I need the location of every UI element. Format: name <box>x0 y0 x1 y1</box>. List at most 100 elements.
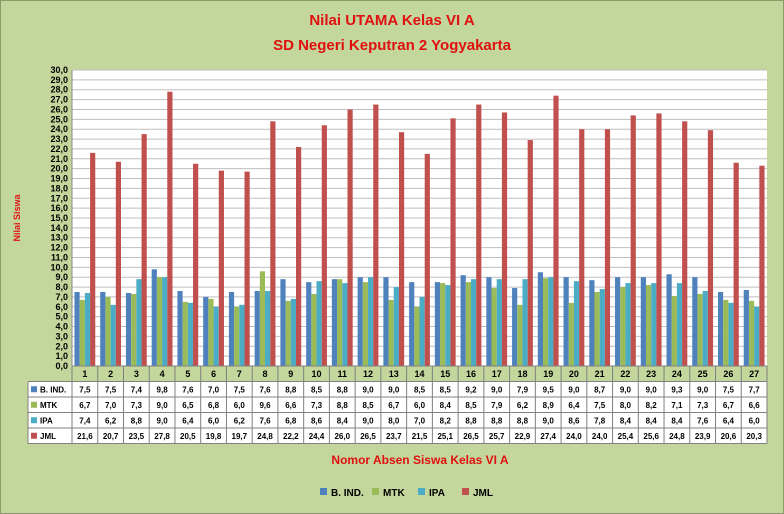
data-label: 9,2 <box>465 385 477 394</box>
bar <box>717 292 724 366</box>
y-tick-label: 29,0 <box>50 75 68 85</box>
y-tick-label: 25,0 <box>50 114 68 124</box>
data-label: 20,6 <box>721 432 737 441</box>
bar <box>748 300 755 366</box>
category-label: 24 <box>672 369 682 379</box>
data-label: 7,0 <box>105 401 117 410</box>
data-label: 7,6 <box>697 416 709 425</box>
data-label: 7,5 <box>594 401 606 410</box>
legend-label: JML <box>473 488 493 499</box>
bar <box>151 269 157 366</box>
data-label: 8,8 <box>337 385 349 394</box>
data-label: 8,8 <box>465 416 477 425</box>
data-label: 8,0 <box>620 401 632 410</box>
legend-swatch <box>372 488 379 495</box>
bar <box>702 291 708 366</box>
bar <box>486 277 492 366</box>
category-label: 22 <box>620 369 630 379</box>
data-label: 7,8 <box>594 416 606 425</box>
data-label: 6,0 <box>749 416 761 425</box>
series-name: B. IND. <box>40 385 66 394</box>
bar <box>615 277 621 366</box>
legend-key <box>31 401 37 408</box>
y-tick-label: 9,0 <box>55 272 68 282</box>
data-label: 24,4 <box>309 432 325 441</box>
bar <box>316 281 322 366</box>
bar <box>337 279 343 366</box>
bar <box>470 279 477 366</box>
data-label: 6,8 <box>285 416 297 425</box>
y-tick-label: 24,0 <box>50 124 68 134</box>
data-label: 7,9 <box>517 385 529 394</box>
bar <box>754 306 760 366</box>
data-label: 9,0 <box>568 385 580 394</box>
data-label: 6,2 <box>105 416 117 425</box>
data-label: 6,7 <box>79 401 91 410</box>
bar <box>187 302 194 366</box>
category-label: 23 <box>646 369 656 379</box>
data-label: 8,5 <box>414 385 426 394</box>
category-label: 27 <box>749 369 759 379</box>
category-label: 6 <box>211 369 216 379</box>
data-label: 25,7 <box>489 432 505 441</box>
data-label: 24,0 <box>592 432 608 441</box>
data-label: 22,2 <box>283 432 299 441</box>
data-label: 6,6 <box>749 401 761 410</box>
data-label: 6,6 <box>285 401 297 410</box>
bar <box>604 129 611 366</box>
bar <box>234 306 240 366</box>
bar <box>90 152 96 366</box>
bar <box>543 278 549 366</box>
bars <box>74 91 765 367</box>
bar <box>357 277 363 366</box>
bar <box>743 290 749 366</box>
y-tick-label: 1,0 <box>55 351 68 361</box>
category-label: 16 <box>466 369 476 379</box>
data-label: 7,5 <box>79 385 91 394</box>
data-label: 22,9 <box>515 432 531 441</box>
bar <box>203 296 209 366</box>
data-label: 6,7 <box>388 401 400 410</box>
legend-key <box>31 386 37 393</box>
bar <box>589 280 595 366</box>
data-label: 8,4 <box>337 416 349 425</box>
data-label: 8,4 <box>620 416 632 425</box>
data-label: 9,0 <box>362 416 374 425</box>
category-label: 10 <box>312 369 322 379</box>
bar <box>244 171 250 366</box>
data-label: 9,8 <box>157 385 169 394</box>
bar <box>79 299 85 366</box>
bar <box>285 300 291 366</box>
category-label: 26 <box>723 369 733 379</box>
bar <box>295 146 302 366</box>
bar <box>368 277 374 366</box>
bar <box>280 279 286 366</box>
bar <box>414 306 420 366</box>
data-label: 7,9 <box>491 401 503 410</box>
bar <box>491 288 497 366</box>
bar <box>682 121 688 366</box>
bar <box>445 285 451 366</box>
category-label: 7 <box>237 369 242 379</box>
legend-swatch <box>462 488 469 495</box>
data-label: 8,0 <box>388 416 400 425</box>
bar <box>254 291 260 366</box>
y-tick-label: 6,0 <box>55 302 68 312</box>
data-label: 26,0 <box>334 432 350 441</box>
bar <box>419 296 425 366</box>
y-tick-label: 3,0 <box>55 331 68 341</box>
bar <box>501 112 508 366</box>
data-label: 9,3 <box>671 385 683 394</box>
category-label: 25 <box>698 369 708 379</box>
data-label: 7,6 <box>259 416 271 425</box>
y-tick-label: 18,0 <box>50 183 68 193</box>
category-label: 5 <box>185 369 190 379</box>
bar <box>131 293 137 366</box>
bar <box>331 279 338 366</box>
bar <box>517 304 523 366</box>
data-label: 8,7 <box>594 385 606 394</box>
bar <box>218 170 224 366</box>
data-label: 23,5 <box>129 432 145 441</box>
category-label: 12 <box>363 369 373 379</box>
data-label: 7,6 <box>182 385 194 394</box>
